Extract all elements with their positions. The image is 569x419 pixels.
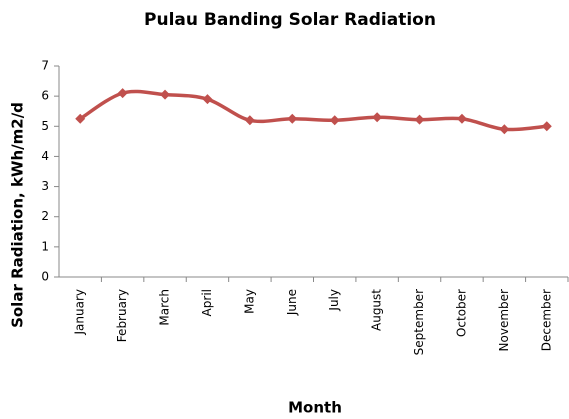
y-tick-label: 1 [41, 239, 49, 253]
marker [414, 114, 425, 125]
x-tick-label: January [73, 289, 87, 336]
line [79, 89, 547, 132]
marker [456, 113, 467, 124]
y-tick-label: 5 [41, 119, 49, 133]
y-tick-label: 7 [41, 59, 49, 73]
y-tick-label: 2 [41, 209, 49, 223]
x-tick-label: June [285, 289, 299, 316]
y-tick-label: 3 [41, 179, 49, 193]
marker [244, 115, 255, 126]
y-tick-label: 0 [41, 270, 49, 284]
x-tick-label: April [200, 289, 214, 316]
chart-title: Pulau Banding Solar Radiation [144, 10, 436, 30]
x-tick-label: May [242, 289, 256, 314]
marker [160, 89, 171, 100]
x-axis-label: Month [288, 399, 342, 417]
x-tick-label: March [158, 289, 172, 326]
marker [329, 115, 340, 126]
y-tick-label: 6 [41, 89, 49, 103]
marker [372, 112, 383, 123]
x-tick-label: October [454, 289, 468, 337]
marker [499, 124, 510, 135]
y-tick-label: 4 [41, 149, 49, 163]
marker [287, 113, 298, 124]
marker [117, 88, 128, 99]
x-tick-label: February [115, 289, 129, 342]
x-tick-label: September [412, 289, 426, 355]
y-axis-label: Solar Radiation, kWh/m2/d [9, 102, 27, 328]
x-tick-label: July [327, 289, 341, 312]
marker [202, 94, 213, 105]
marker [75, 113, 86, 124]
x-tick-label: August [370, 289, 384, 331]
x-tick-label: November [497, 289, 511, 351]
x-tick-label: December [539, 289, 553, 351]
marker [541, 121, 552, 132]
